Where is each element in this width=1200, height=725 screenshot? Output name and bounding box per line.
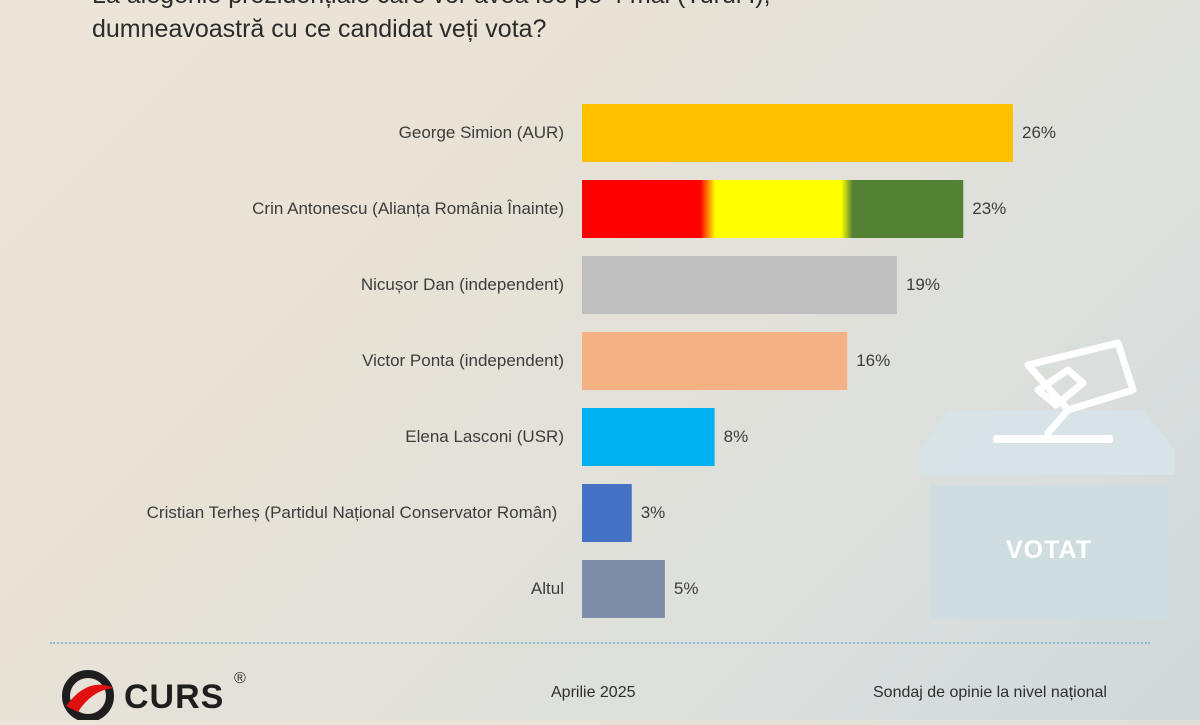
curs-logo-text: CURS [124,678,225,716]
category-label: Victor Ponta (independent) [362,351,564,370]
bars-group [582,104,1013,618]
ballot-box-icon [920,339,1175,619]
category-label: Nicușor Dan (independent) [360,275,564,294]
value-label: 8% [723,427,749,446]
category-label: Elena Lasconi (USR) [405,427,564,446]
chart-title-line-1: La alegerile prezidențiale care vor avea… [92,0,992,12]
curs-logo: CURS ® [58,668,268,722]
value-label: 23% [972,199,1007,218]
footer-date: Aprilie 2025 [551,684,636,701]
ballot-box-label: VOTAT [1005,536,1092,564]
value-label: 26% [1022,123,1057,142]
bar-chart [582,104,1013,618]
footer-divider [50,642,1150,644]
category-label: Altul [530,579,564,598]
value-label: 16% [856,351,891,370]
value-label: 19% [905,275,940,294]
bar-5 [582,408,715,466]
bar-1 [582,104,1013,162]
bar-3 [582,256,897,314]
bar-7 [582,560,665,618]
registered-mark: ® [234,670,246,687]
chart-title: La alegerile prezidențiale care vor avea… [92,0,992,46]
footer-source: Sondaj de opinie la nivel național [873,684,1107,701]
category-label: George Simion (AUR) [398,123,564,142]
value-label: 3% [640,503,666,522]
chart-title-line-2: dumneavoastră cu ce candidat veți vota? [92,15,547,43]
value-label: 5% [673,579,699,598]
bar-2 [582,180,964,238]
bar-6 [582,484,632,542]
curs-logo-icon [62,670,114,722]
category-label: Crin Antonescu (Alianța România Înainte) [252,199,564,218]
bar-4 [582,332,848,390]
category-label: Cristian Terheș (Partidul Național Conse… [146,503,558,522]
